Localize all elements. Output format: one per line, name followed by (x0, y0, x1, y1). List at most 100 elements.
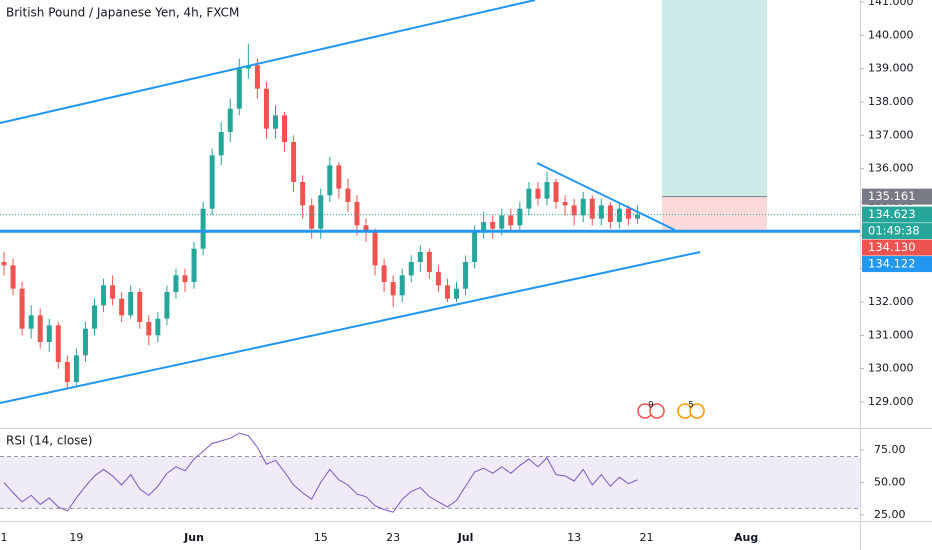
y-tick-label: 136.000 (868, 162, 914, 175)
candle-body (137, 292, 143, 322)
candle-body (472, 232, 478, 262)
candle-body (19, 288, 25, 329)
candle-body (390, 282, 396, 296)
candle-body (218, 132, 224, 156)
y-tick-label: 138.000 (868, 95, 914, 108)
x-tick-label: Jun (183, 531, 204, 544)
candle-body (580, 198, 586, 216)
candle-body (227, 108, 233, 132)
event-badge (689, 403, 705, 419)
candle-body (82, 328, 88, 356)
y-tick-label: 139.000 (868, 62, 914, 75)
price-label-box (862, 239, 932, 256)
y-tick-label: 130.000 (868, 362, 914, 375)
chart-title: British Pound / Japanese Yen, 4h, FXCM (6, 6, 239, 20)
candle-body (544, 182, 550, 199)
candle-body (354, 202, 360, 226)
candle-body (200, 208, 206, 249)
rsi-title: RSI (14, close) (6, 434, 92, 448)
x-tick-label: Aug (734, 531, 758, 544)
candle-body (28, 315, 34, 329)
price-label: 135.161 (868, 189, 916, 203)
x-tick-label: 13 (567, 531, 581, 544)
candle-body (490, 222, 496, 229)
candle-body (345, 188, 351, 202)
y-tick-label: 50.00 (874, 475, 906, 488)
candle-body (444, 285, 450, 299)
candle-body (46, 325, 52, 342)
candle-body (318, 195, 324, 229)
candle-body (426, 252, 432, 272)
price-label-box (862, 223, 932, 240)
event-count: 9 (648, 401, 654, 411)
candle-body (155, 318, 161, 336)
price-label: 01:49:38 (868, 224, 920, 238)
candle-body (363, 225, 369, 232)
candle-body (562, 202, 568, 206)
x-tick-label: Jul (457, 531, 474, 544)
candle-body (526, 188, 532, 209)
candle-body (327, 165, 333, 196)
price-label: 134.623 (868, 207, 916, 221)
y-tick-label: 141.000 (868, 0, 914, 8)
candle-body (191, 248, 197, 282)
candle-body (309, 205, 315, 229)
event-badge (649, 403, 665, 419)
event-count: 5 (688, 401, 694, 411)
x-tick-label: 21 (640, 531, 654, 544)
candle-body (589, 198, 595, 219)
candle-body (616, 208, 622, 222)
price-label: 134.122 (868, 257, 916, 271)
candle-body (37, 315, 43, 342)
candle-body (463, 262, 469, 289)
channel-lower (0, 251, 701, 404)
channel-upper (0, 0, 536, 124)
candle-body (110, 285, 116, 299)
candle-body (128, 292, 134, 316)
candle-body (553, 182, 559, 202)
x-tick-label: 19 (69, 531, 83, 544)
x-tick-label: 23 (386, 531, 400, 544)
candle-body (372, 232, 378, 266)
candle-body (119, 298, 125, 316)
candle-body (273, 115, 278, 129)
candle-body (245, 65, 251, 69)
candle-body (10, 265, 16, 289)
candle-body (499, 215, 505, 229)
candle-body (164, 292, 170, 319)
drawings (0, 0, 701, 404)
candle-body (481, 222, 487, 232)
y-tick-label: 131.000 (868, 328, 914, 341)
trend-line (536, 162, 676, 231)
candle-body (263, 88, 269, 129)
candle-body (408, 262, 414, 276)
position-loss (662, 196, 767, 231)
candle-body (182, 275, 188, 282)
candle-body (1, 262, 7, 266)
candle-body (55, 325, 61, 362)
candle-body (435, 272, 441, 286)
candle-body (417, 252, 423, 262)
candle-body (173, 275, 179, 292)
position-profit (662, 0, 767, 197)
candle-body (336, 165, 342, 189)
candle-body (254, 65, 260, 89)
price-label-box (862, 188, 932, 205)
candle-body (399, 275, 405, 296)
candle-body (625, 208, 631, 219)
candle-body (236, 68, 242, 109)
y-tick-label: 25.00 (874, 508, 906, 521)
candle-body (635, 214, 640, 219)
candle-body (146, 322, 152, 336)
y-tick-label: 132.000 (868, 295, 914, 308)
rsi-band (0, 456, 860, 509)
candle-body (508, 215, 514, 226)
x-tick-label: 1 (1, 531, 8, 544)
candle-body (282, 115, 288, 142)
candle-body (535, 188, 541, 199)
y-tick-label: 137.000 (868, 128, 914, 141)
candle-body (291, 142, 297, 182)
price-label-box (862, 206, 932, 223)
candle-body (517, 208, 523, 226)
